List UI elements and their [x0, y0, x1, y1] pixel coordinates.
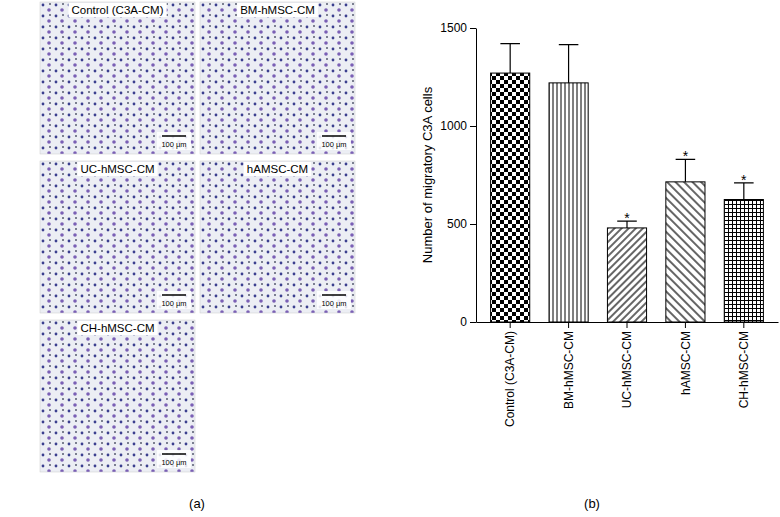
x-tick-label: hAMSC-CM — [679, 331, 693, 395]
bar — [724, 200, 763, 323]
x-tick-mark — [685, 322, 686, 328]
scale-bar — [162, 135, 186, 137]
micrograph-title: hAMSC-CM — [247, 163, 308, 175]
scale-bar-label: 100 μm — [161, 299, 186, 308]
scale-bar-background — [317, 132, 351, 150]
micrograph: Control (C3A-CM) 100 μm — [40, 2, 195, 154]
bar — [549, 83, 588, 322]
bar — [666, 182, 705, 322]
x-tick: hAMSC-CM — [679, 322, 693, 395]
y-tick-label: 0 — [460, 315, 467, 329]
y-axis-line — [476, 29, 477, 323]
micrograph-title: BM-hMSC-CM — [240, 4, 315, 16]
x-tick-mark — [510, 322, 511, 328]
scale-bar-label: 100 μm — [161, 140, 186, 149]
x-tick-label: CH-hMSC-CM — [737, 331, 751, 408]
scale-bar — [322, 294, 346, 296]
x-tick: BM-hMSC-CM — [562, 322, 576, 409]
y-axis: 0 500 1000 1500 — [440, 21, 476, 329]
scale-bar-background — [157, 450, 191, 468]
x-tick-mark — [743, 322, 744, 328]
bar — [607, 228, 646, 322]
micrograph-title: Control (C3A-CM) — [71, 4, 163, 16]
significance-mark: * — [741, 172, 747, 188]
scale-bar — [322, 135, 346, 137]
y-tick-label: 1000 — [440, 119, 467, 133]
x-tick-mark — [568, 322, 569, 328]
scale-bar — [162, 453, 186, 455]
micrograph-panel: Control (C3A-CM)100 μmBM-hMSC-CM100 μmUC… — [40, 2, 355, 472]
y-tick-mark — [470, 322, 476, 323]
micrograph: CH-hMSC-CM 100 μm — [40, 320, 195, 472]
y-axis-title: Number of migratory C3A cells — [420, 86, 435, 263]
micrograph-title: UC-hMSC-CM — [80, 163, 154, 175]
scale-bar-background — [317, 291, 351, 309]
x-tick: Control (C3A-CM) — [503, 322, 517, 427]
x-tick-label: BM-hMSC-CM — [562, 331, 576, 409]
bar — [491, 73, 530, 322]
title-background — [77, 321, 157, 335]
title-background — [77, 162, 157, 176]
x-tick-mark — [627, 322, 628, 328]
micrograph-image — [40, 320, 195, 472]
micrograph-image — [40, 161, 195, 313]
x-tick-label: Control (C3A-CM) — [503, 331, 517, 427]
y-tick-mark — [470, 126, 476, 127]
y-tick-mark — [470, 224, 476, 225]
micrograph-image — [40, 2, 195, 154]
micrograph-title: CH-hMSC-CM — [80, 322, 154, 334]
y-tick-label: 1500 — [440, 21, 467, 35]
y-tick: 1500 — [440, 21, 476, 35]
micrograph: hAMSC-CM 100 μm — [200, 161, 355, 313]
y-tick: 500 — [447, 217, 476, 231]
error-bar — [559, 45, 579, 83]
x-tick-label: UC-hMSC-CM — [620, 331, 634, 408]
micrograph-image — [200, 161, 355, 313]
scale-bar-label: 100 μm — [321, 299, 346, 308]
y-tick-label: 500 — [447, 217, 467, 231]
y-tick: 0 — [460, 315, 476, 329]
scale-bar-background — [157, 132, 191, 150]
micrograph: BM-hMSC-CM 100 μm — [200, 2, 355, 154]
bar-chart: * * * 0 500 1000 1500 Control (C3A-CM) BM-hMSC-C… — [420, 21, 779, 427]
scale-bar — [162, 294, 186, 296]
significance-mark: * — [683, 148, 689, 164]
scale-bar-label: 100 μm — [161, 458, 186, 467]
title-background — [244, 162, 311, 176]
panel-label: (a) — [189, 496, 205, 511]
x-axis: Control (C3A-CM) BM-hMSC-CM UC-hMSC-CM hAMS… — [477, 322, 779, 427]
title-background — [237, 3, 318, 17]
x-tick: CH-hMSC-CM — [737, 322, 751, 408]
plot-area — [491, 44, 764, 322]
significance-mark: * — [624, 210, 630, 226]
y-tick-mark — [470, 28, 476, 29]
panel-label: (b) — [584, 496, 600, 511]
scale-bar-label: 100 μm — [321, 140, 346, 149]
x-tick: UC-hMSC-CM — [620, 322, 634, 408]
title-background — [68, 3, 166, 17]
scale-bar-background — [157, 291, 191, 309]
micrograph-image — [200, 2, 355, 154]
y-tick: 1000 — [440, 119, 476, 133]
micrograph: UC-hMSC-CM 100 μm — [40, 161, 195, 313]
error-bar — [500, 44, 520, 73]
